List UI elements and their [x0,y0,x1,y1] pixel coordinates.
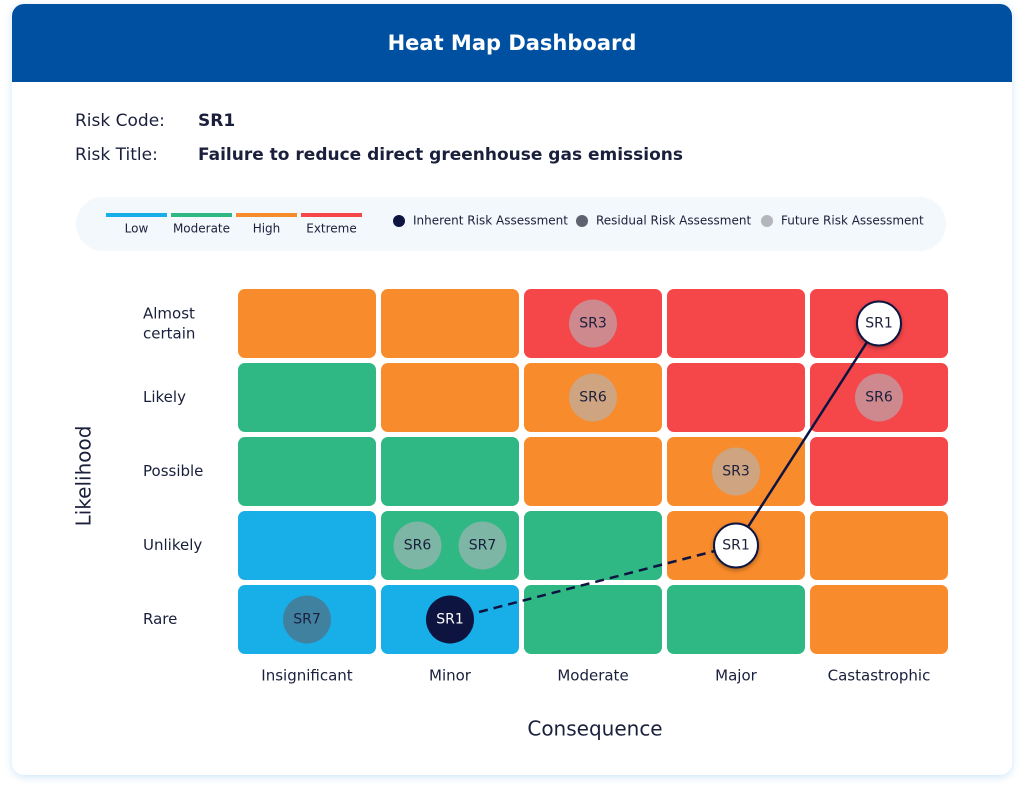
legend-bar [171,213,232,217]
risk-trail [734,322,881,547]
risk-marker [855,373,903,422]
risk-marker-label: SR3 [722,464,750,480]
legend-label: Future Risk Assessment [781,214,924,228]
column-label: Castastrophic [828,667,931,685]
risk-code-label: Risk Code: [75,111,165,131]
risk-marker-label: SR7 [293,612,321,628]
legend-label: Residual Risk Assessment [596,214,751,228]
y-axis-title: Likelihood [72,426,96,527]
risk-marker-label: SR6 [865,390,893,406]
risk-title-label: Risk Title: [75,145,158,165]
legend-dot [393,215,405,227]
risk-marker-label: SR6 [579,390,607,406]
heat-cell [810,585,948,654]
heat-cell [381,437,519,506]
legend-bar [106,213,167,217]
legend-label: Extreme [306,222,357,236]
risk-trail [449,544,737,621]
heat-cell [524,585,662,654]
column-label: Major [715,667,757,685]
risk-marker [283,595,331,644]
heat-cell [810,437,948,506]
row-label: Likely [143,388,186,406]
heat-cell [524,437,662,506]
risk-marker [713,522,759,569]
heat-cell [810,511,948,580]
header-bar [12,4,1012,82]
risk-marker [426,595,474,644]
heat-cell [667,585,805,654]
legend-dot [576,215,588,227]
heat-cell [238,363,376,432]
risk-marker [569,373,617,422]
risk-marker [393,521,442,570]
row-label: Almost certain [143,304,195,342]
row-label-line: Almost [143,304,195,322]
heat-cell [238,511,376,580]
heat-cell [381,363,519,432]
risk-marker-label: SR3 [579,316,607,332]
legend-box [76,197,946,251]
heat-cell [524,511,662,580]
column-label: Moderate [557,667,628,685]
risk-marker [856,300,902,347]
legend-bar [301,213,362,217]
row-label: Rare [143,610,177,628]
legend-label: Moderate [173,222,230,236]
legend-label: High [253,222,281,236]
heat-cell [667,289,805,358]
column-label: Minor [429,667,472,685]
risk-marker-label: SR1 [722,538,750,554]
row-label-line: certain [143,324,195,342]
row-label: Unlikely [143,536,202,554]
risk-marker-label: SR7 [469,538,497,554]
risk-marker-label: SR6 [404,538,432,554]
risk-code: SR1 [198,111,235,131]
legend-bar [236,213,297,217]
risk-marker [458,521,507,570]
heat-cell [238,289,376,358]
heat-cell [238,437,376,506]
heat-cell [667,363,805,432]
row-label: Possible [143,462,203,480]
risk-marker [569,299,617,348]
header-title: Heat Map Dashboard [388,31,637,55]
risk-marker-label: SR1 [436,612,464,628]
x-axis-title: Consequence [527,717,662,741]
risk-title: Failure to reduce direct greenhouse gas … [198,145,683,165]
legend-dot [761,215,773,227]
legend-label: Low [125,222,149,236]
legend-label: Inherent Risk Assessment [413,214,568,228]
column-label: Insignificant [261,667,353,685]
heat-cell [381,289,519,358]
risk-marker [712,447,760,496]
risk-marker-label: SR1 [865,316,893,332]
